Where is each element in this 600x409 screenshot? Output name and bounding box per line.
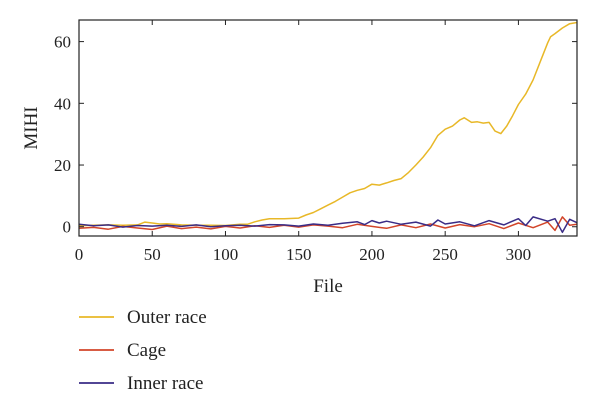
x-tick-label: 250 [432, 245, 458, 264]
legend-label-cage: Cage [127, 340, 166, 361]
y-tick-label: 40 [54, 94, 71, 113]
x-tick-label: 300 [506, 245, 532, 264]
legend: Outer race Cage Inner race [79, 307, 207, 394]
legend-label-outer-race: Outer race [127, 307, 207, 328]
y-axis-title: MIHI [21, 106, 42, 149]
plot-frame [78, 19, 578, 237]
series-layer [79, 21, 577, 234]
series-line-outer-race [79, 21, 577, 227]
series-line-inner-race [79, 216, 577, 234]
x-tick-label: 150 [286, 245, 312, 264]
y-tick-label: 0 [63, 218, 72, 237]
x-tick-label: 100 [213, 245, 239, 264]
y-axis: 0 20 40 60 [54, 33, 577, 237]
legend-label-inner-race: Inner race [127, 373, 203, 394]
x-tick-label: 50 [144, 245, 161, 264]
y-tick-label: 20 [54, 156, 71, 175]
x-tick-label: 200 [359, 245, 385, 264]
x-tick-label: 0 [75, 245, 84, 264]
y-tick-label: 60 [54, 33, 71, 52]
series-line-cage [79, 216, 577, 232]
x-axis: 0 50 100 150 200 250 300 [75, 20, 531, 264]
x-axis-title: File [313, 276, 343, 297]
